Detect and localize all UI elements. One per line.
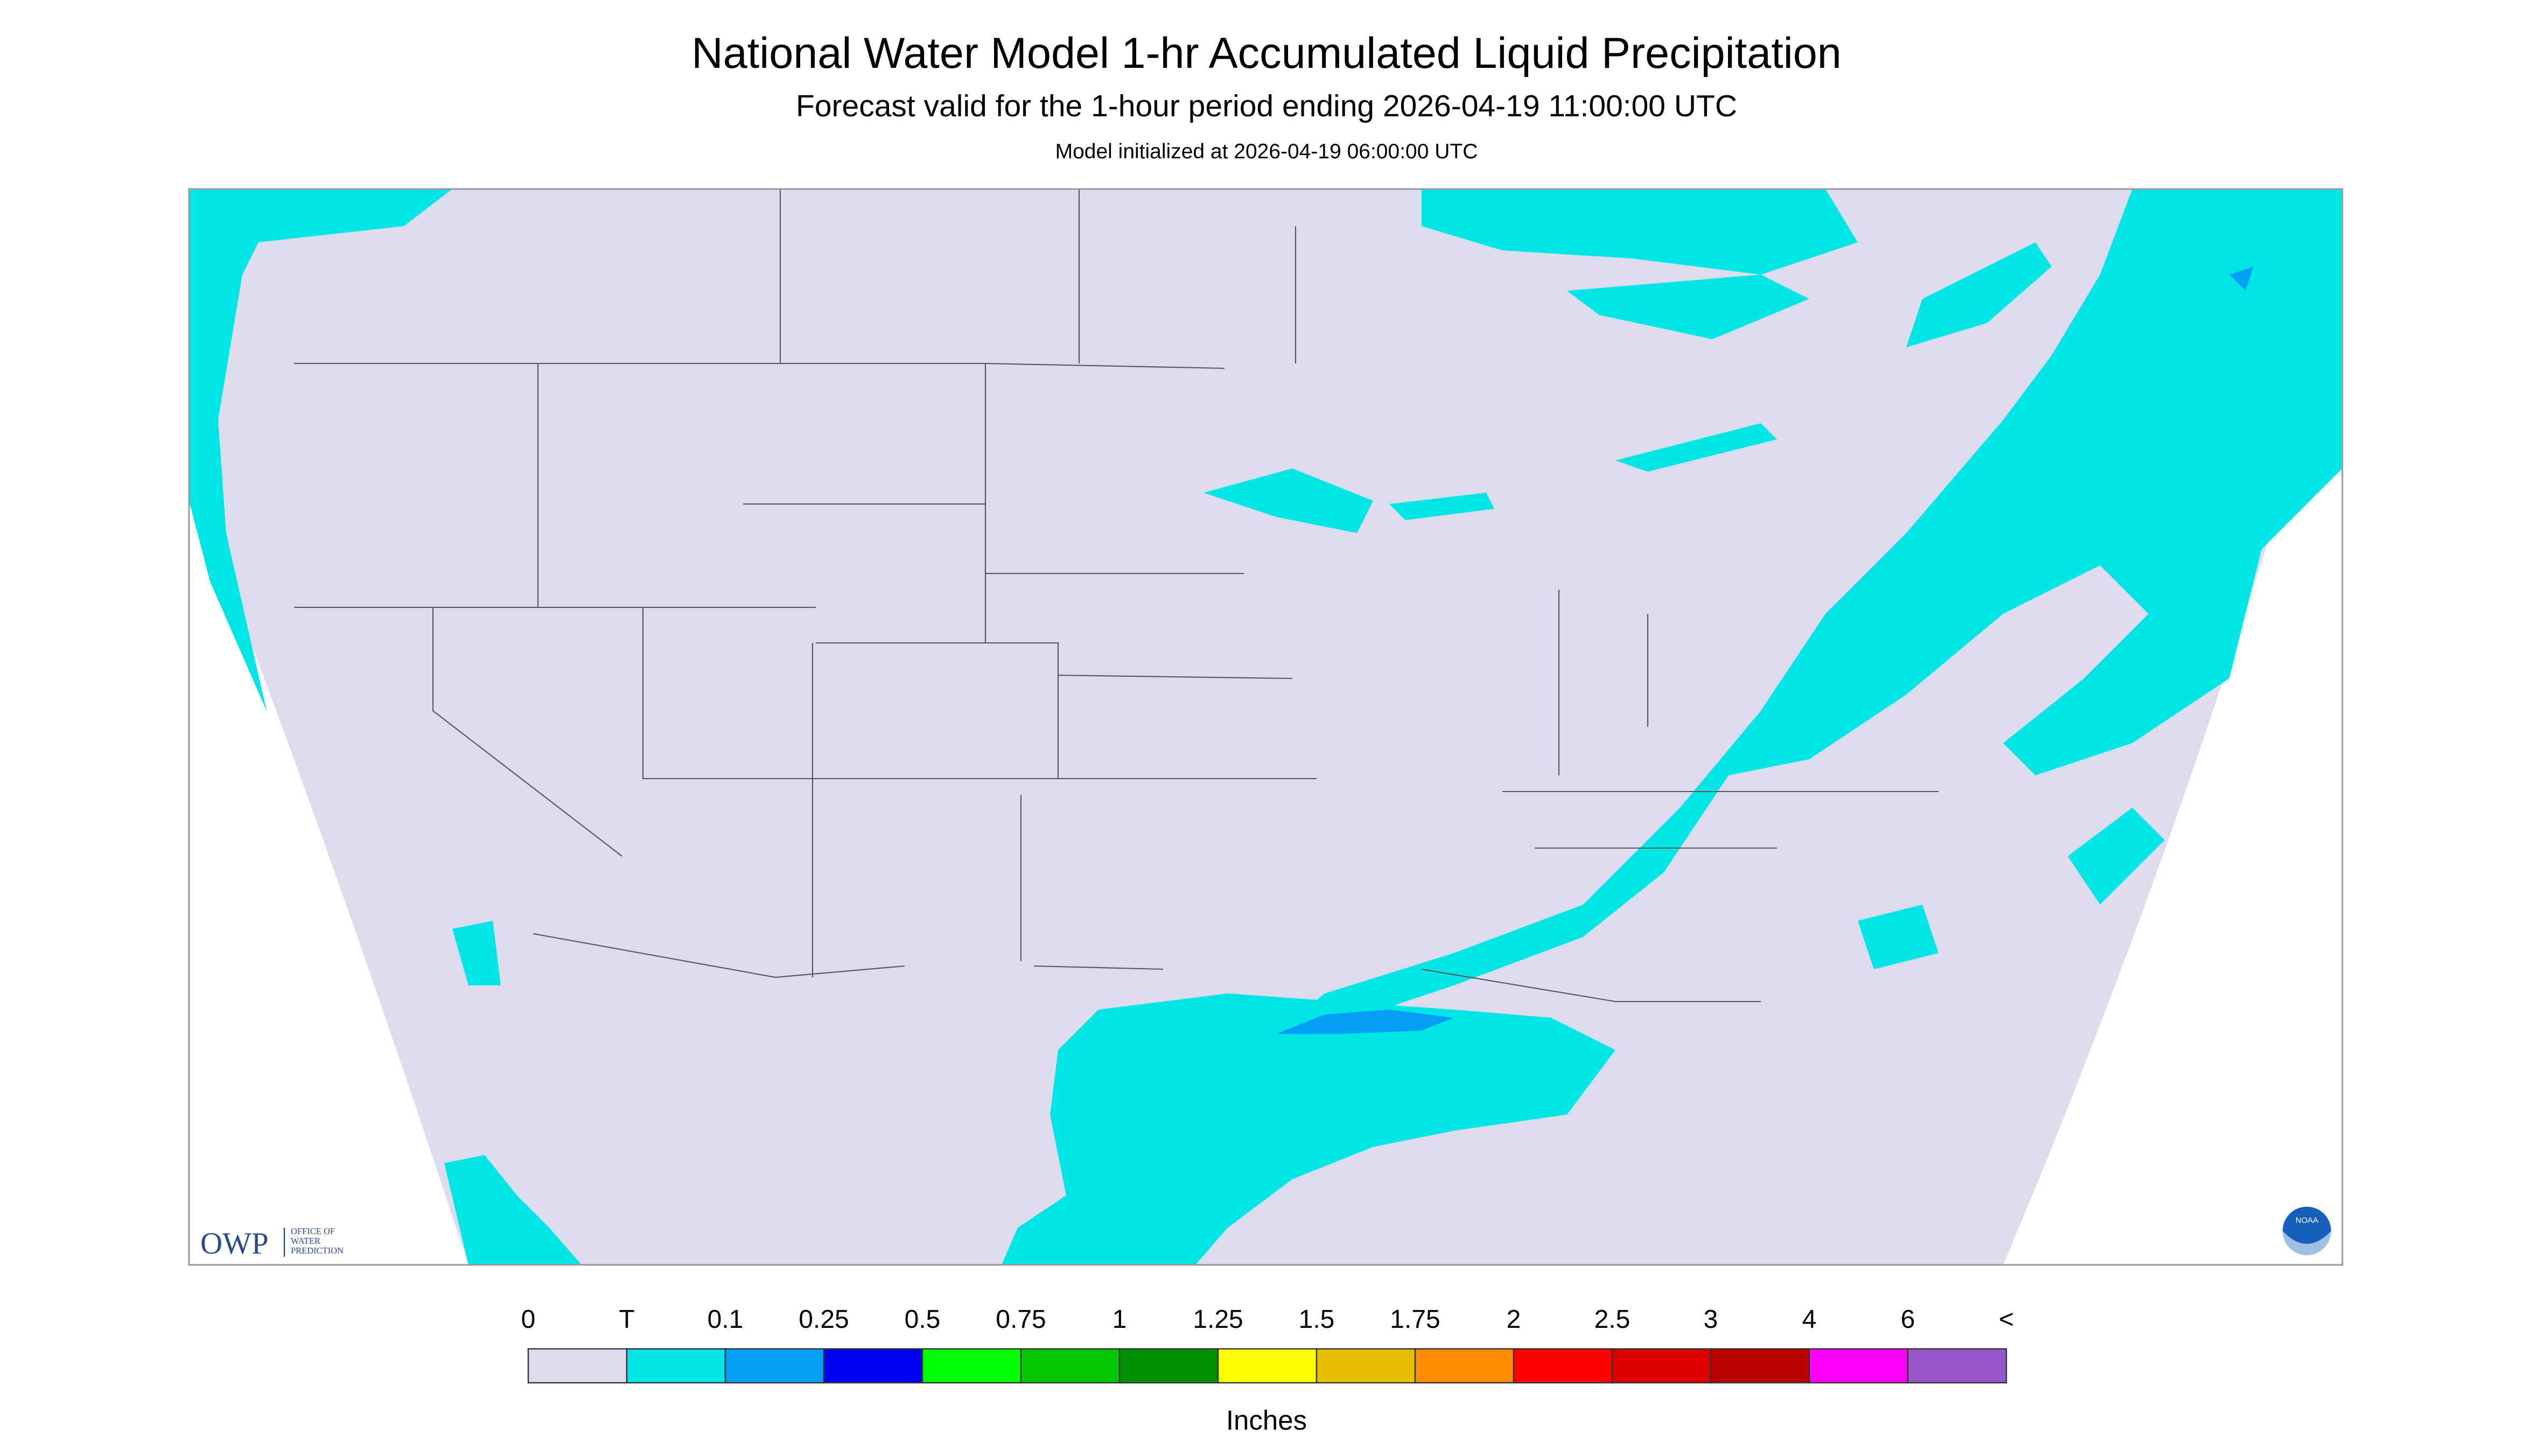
legend-swatch: [724, 1348, 825, 1384]
legend-swatch: [1907, 1348, 2007, 1384]
legend-label: 6: [1901, 1305, 1915, 1334]
legend-label: 0.5: [905, 1305, 941, 1334]
owp-logo: OWP: [200, 1227, 269, 1261]
map-frame: [188, 188, 2343, 1266]
legend-swatch: [1217, 1348, 1318, 1384]
state-lines: [294, 189, 1939, 1003]
noaa-label: NOAA: [2296, 1216, 2319, 1225]
legend-swatch: [1611, 1348, 1712, 1384]
legend-swatch: [1020, 1348, 1121, 1384]
legend-label: 1.75: [1390, 1305, 1440, 1334]
legend-swatch: [1414, 1348, 1515, 1384]
title: National Water Model 1-hr Accumulated Li…: [691, 29, 1842, 78]
legend-label: 0.75: [996, 1305, 1046, 1334]
subtitle: Forecast valid for the 1-hour period end…: [796, 89, 1737, 123]
legend-label: 1.5: [1299, 1305, 1335, 1334]
legend-swatch: [1316, 1348, 1416, 1384]
owp-name-line: PREDICTION: [291, 1245, 344, 1256]
owp-name-line: OFFICE OF: [291, 1226, 335, 1236]
legend-label: 4: [1802, 1305, 1817, 1334]
legend-label: 0.25: [799, 1305, 849, 1334]
legend-label: 2: [1507, 1305, 1521, 1334]
legend-label: T: [619, 1305, 634, 1334]
legend-label: <: [1999, 1305, 2014, 1334]
legend-label: 3: [1704, 1305, 1718, 1334]
domain: [189, 189, 2342, 1265]
legend-swatch: [1710, 1348, 1810, 1384]
legend-swatch: [626, 1348, 726, 1384]
legend-label: 1: [1112, 1305, 1127, 1334]
precip-areas: [189, 189, 2342, 1265]
noaa-logo-wave: [2283, 1231, 2331, 1256]
legend-swatch: [1808, 1348, 1909, 1384]
legend-swatch: [1513, 1348, 1613, 1384]
legend-label: 1.25: [1193, 1305, 1243, 1334]
owp-name-line: WATER: [291, 1236, 320, 1246]
legend-label: 0: [521, 1305, 536, 1334]
legend: 0 T 0.1 0.25 0.5 0.75 1 1.25 1.5 1.75 2 2.5 3 4 6 <: [521, 1305, 2014, 1384]
legend-swatch: [921, 1348, 1022, 1384]
legend-swatch: [823, 1348, 923, 1384]
init-time: Model initialized at 2026-04-19 06:00:00…: [1055, 140, 1478, 163]
legend-swatch: [1118, 1348, 1219, 1384]
legend-label: 0.1: [708, 1305, 744, 1334]
legend-label: 2.5: [1594, 1305, 1631, 1334]
legend-unit: Inches: [1226, 1405, 1307, 1436]
legend-swatch: [527, 1348, 628, 1384]
